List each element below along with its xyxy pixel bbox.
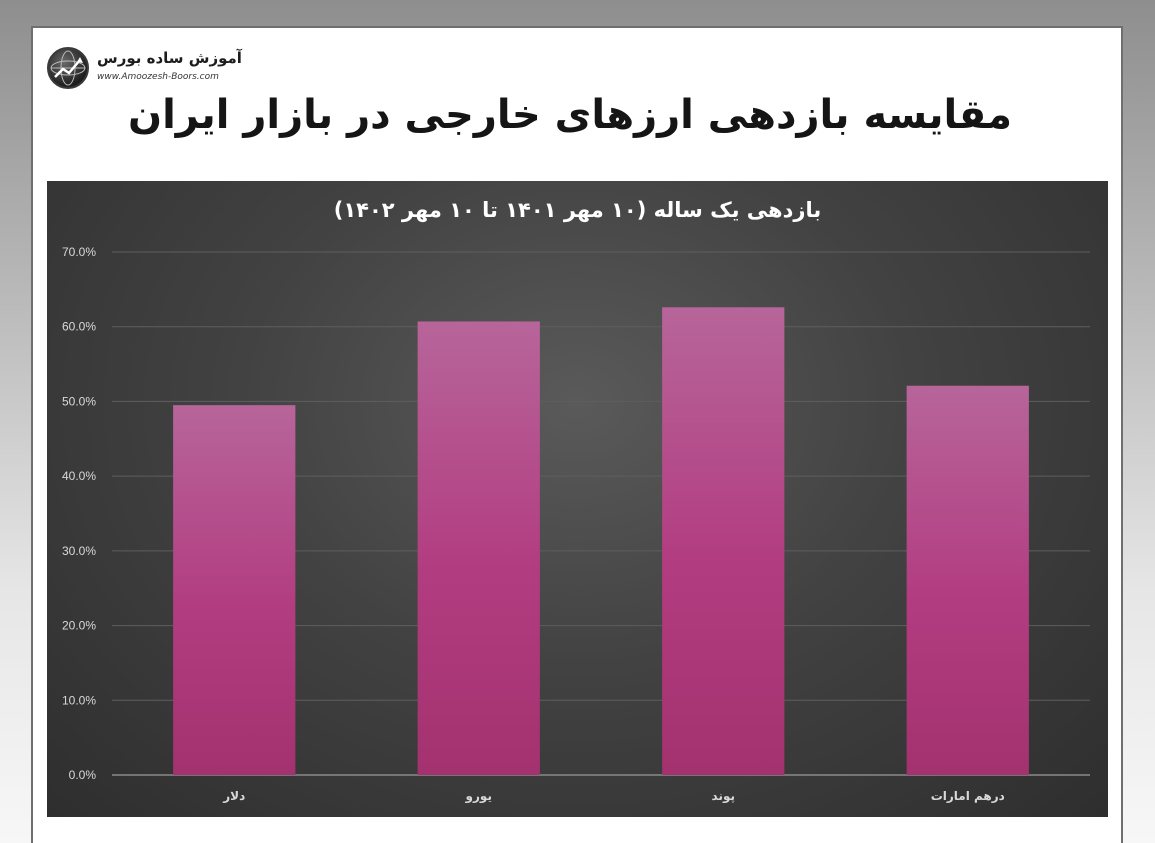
- brand-logo: آموزش ساده بورس www.Amoozesh-Boors.com: [47, 47, 247, 93]
- brand-name: آموزش ساده بورس: [97, 49, 242, 67]
- x-category-label: پوند: [712, 789, 735, 804]
- brand-url: www.Amoozesh-Boors.com: [97, 72, 219, 82]
- y-tick-label: 60.0%: [62, 320, 96, 334]
- x-category-label: دلار: [222, 789, 245, 803]
- x-category-label: درهم امارات: [931, 789, 1005, 803]
- x-category-label: یورو: [465, 789, 492, 804]
- y-tick-label: 30.0%: [62, 544, 96, 558]
- bar: [173, 405, 296, 775]
- chart-title: بازدهی یک ساله (۱۰ مهر ۱۴۰۱ تا ۱۰ مهر ۱۴…: [333, 198, 822, 222]
- bar: [417, 321, 540, 775]
- y-tick-label: 20.0%: [62, 619, 96, 633]
- bar: [662, 307, 785, 775]
- globe-chart-icon: [47, 47, 89, 89]
- y-tick-label: 70.0%: [62, 245, 96, 259]
- y-tick-label: 0.0%: [69, 768, 97, 782]
- bar: [906, 385, 1029, 775]
- y-tick-label: 40.0%: [62, 469, 96, 483]
- y-tick-label: 10.0%: [62, 693, 96, 707]
- page-title: مقایسه بازدهی ارزهای خارجی در بازار ایرا…: [127, 92, 1013, 138]
- y-tick-label: 50.0%: [62, 394, 96, 408]
